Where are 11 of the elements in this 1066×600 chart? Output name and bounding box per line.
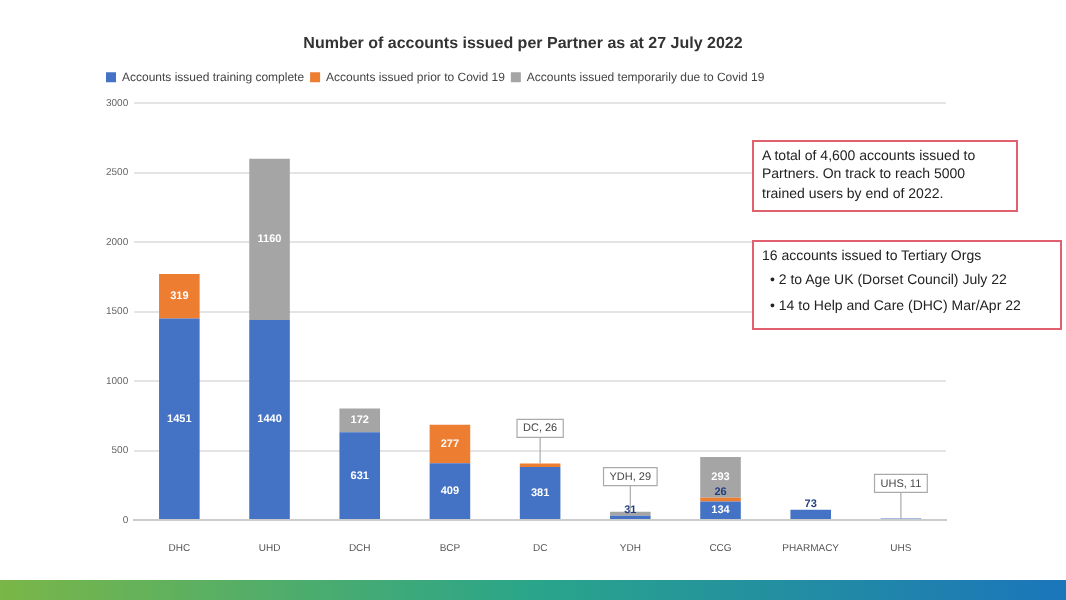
chart-title: Number of accounts issued per Partner as at 27 July 2022	[303, 34, 744, 53]
bar	[249, 319, 290, 519]
bar	[429, 463, 471, 519]
bar	[790, 509, 831, 519]
bar	[159, 274, 200, 319]
bar	[339, 408, 381, 433]
bar	[429, 424, 471, 464]
bar	[519, 467, 561, 519]
bar	[339, 432, 381, 519]
bar	[249, 158, 290, 320]
bar	[159, 318, 200, 519]
